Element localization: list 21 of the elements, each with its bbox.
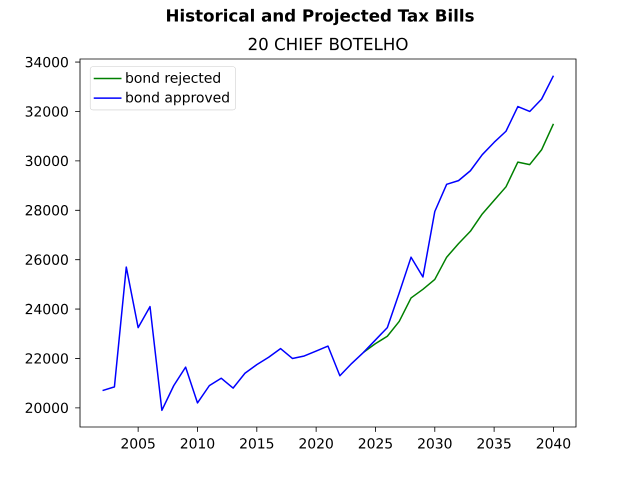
legend-label: bond rejected — [126, 72, 220, 86]
y-tick-label: 30000 — [26, 156, 68, 166]
x-tick-label: 2020 — [299, 438, 333, 449]
x-tick-label: 2010 — [180, 438, 214, 449]
x-tick-label: 2015 — [240, 438, 274, 449]
y-tick-label: 26000 — [26, 254, 68, 265]
x-tick-label: 2030 — [418, 438, 452, 449]
x-tick-label: 2035 — [477, 438, 511, 449]
chart-subtitle: 20 CHIEF BOTELHO — [248, 38, 408, 50]
legend-label: bond approved — [126, 92, 229, 106]
y-tick-label: 32000 — [26, 106, 68, 117]
y-tick-label: 34000 — [26, 56, 68, 68]
chart-title: Historical and Projected Tax Bills — [167, 8, 474, 26]
y-tick-label: 24000 — [26, 304, 68, 314]
y-tick-label: 22000 — [26, 353, 68, 364]
x-tick-label: 2040 — [536, 438, 570, 449]
line-series — [362, 123, 554, 354]
y-tick-label: 20000 — [26, 402, 68, 414]
x-tick-label: 2005 — [121, 438, 155, 449]
x-tick-label: 2025 — [358, 438, 392, 449]
y-tick-label: 28000 — [26, 205, 68, 216]
